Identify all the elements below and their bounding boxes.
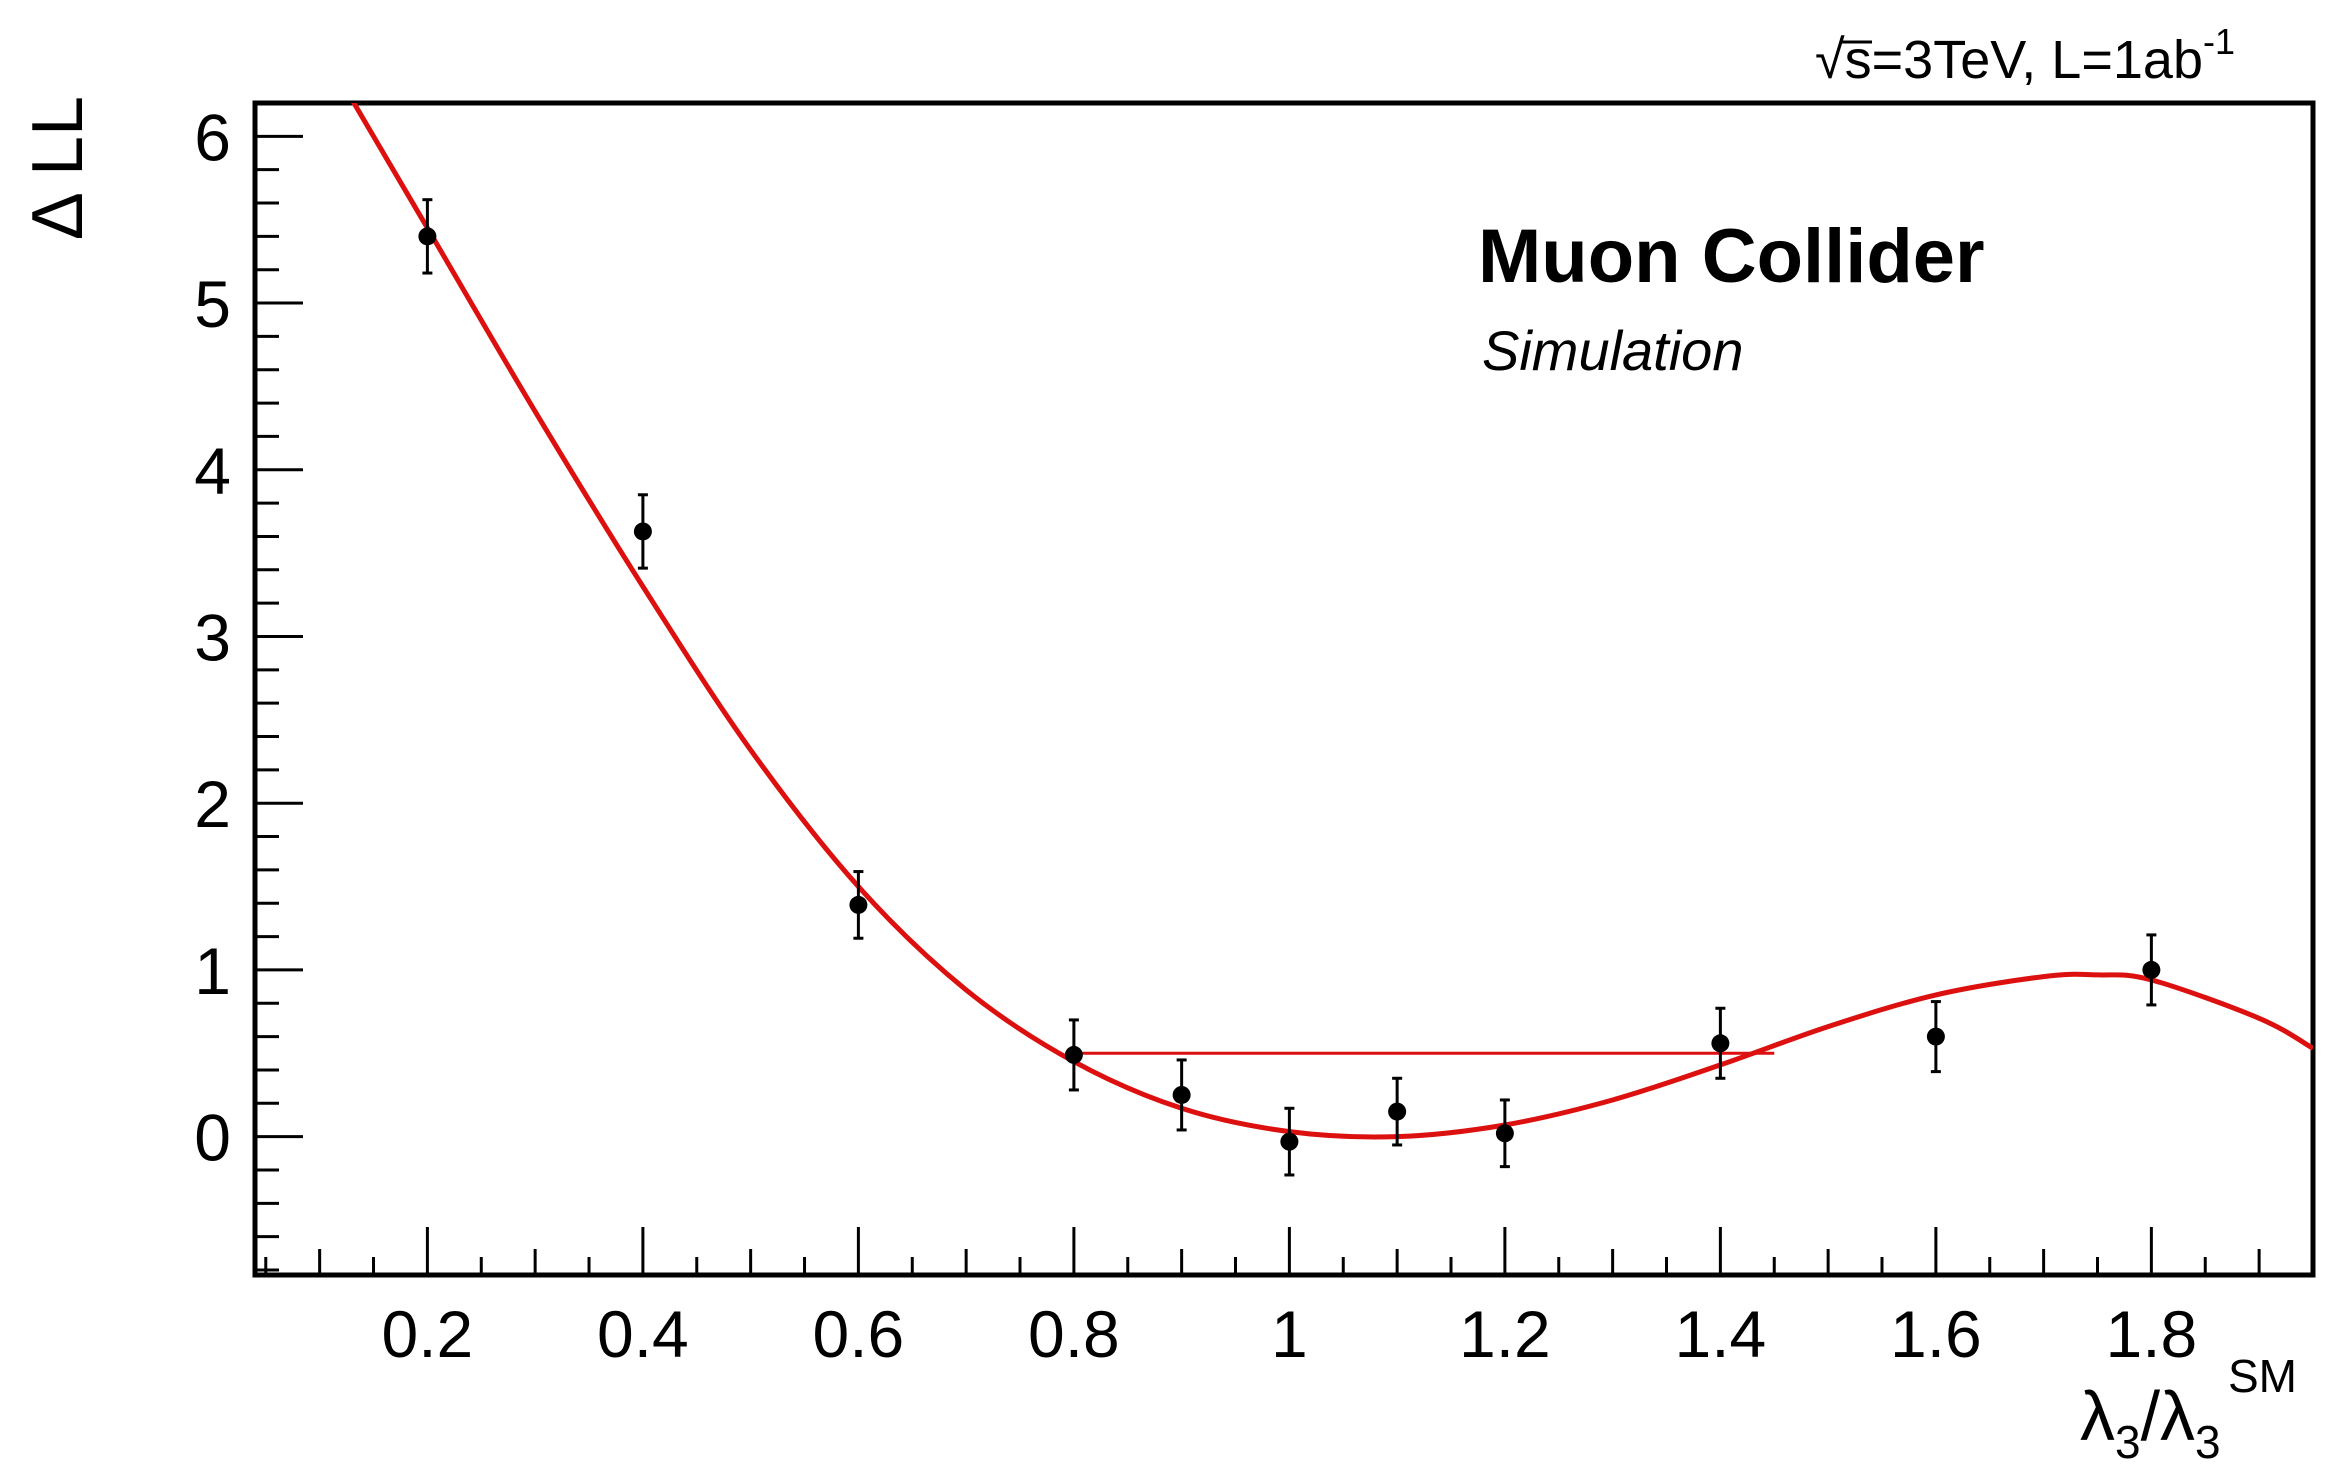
x-tick-label: 0.6: [813, 1297, 905, 1371]
x-axis-symbol-1: λ: [2080, 1377, 2115, 1455]
data-point: [1172, 1085, 1191, 1104]
x-axis-superscript: SM: [2228, 1350, 2297, 1402]
curve-layer: [351, 103, 2313, 1140]
annotation-title: Muon Collider: [1478, 214, 1985, 299]
data-point: [849, 895, 868, 914]
x-axis-symbol-2: λ: [2160, 1377, 2195, 1455]
x-tick-label: 1.6: [1890, 1297, 1982, 1371]
fit-curve: [351, 103, 2313, 1140]
y-tick-label: 3: [194, 600, 231, 674]
frame-layer: [252, 100, 2316, 1278]
points-layer: [418, 198, 2161, 1177]
header-energy-label: √s=3TeV, L=1ab-1: [1815, 21, 2235, 90]
y-tick-label: 1: [194, 934, 231, 1008]
x-tick-label: 1.2: [1459, 1297, 1551, 1371]
x-tick-label: 1: [1271, 1297, 1308, 1371]
sqrt-symbol: √: [1815, 30, 1845, 90]
ticks-layer: [255, 101, 2315, 1275]
y-tick-label: 0: [194, 1101, 231, 1175]
data-point: [2142, 960, 2161, 979]
x-tick-label: 0.2: [382, 1297, 474, 1371]
data-point: [418, 227, 437, 246]
header-lumi-exponent: -1: [2203, 21, 2235, 62]
y-axis-title: Δ LL: [18, 96, 98, 240]
annotation-subtitle: Simulation: [1482, 319, 1743, 382]
y-tick-label: 2: [194, 767, 231, 841]
header-energy-text: s=3TeV, L=1ab: [1845, 30, 2203, 90]
y-tick-label: 5: [194, 267, 231, 341]
x-tick-label: 0.8: [1028, 1297, 1120, 1371]
data-point: [633, 522, 652, 541]
x-axis-title: λ3/λ3: [2080, 1377, 2221, 1468]
x-axis-subscript-2: 3: [2195, 1416, 2221, 1468]
data-point: [1064, 1045, 1083, 1064]
data-point: [1926, 1027, 1945, 1046]
data-point: [1280, 1132, 1299, 1151]
data-point: [1495, 1124, 1514, 1143]
y-tick-label: 4: [194, 434, 231, 508]
x-tick-label: 0.4: [597, 1297, 689, 1371]
y-tick-label: 6: [194, 100, 231, 174]
x-tick-label: 1.4: [1675, 1297, 1767, 1371]
data-point: [1711, 1034, 1730, 1053]
tick-labels-layer: 0.2 0.4 0.6 0.8 1 1.2 1.4 1.6 1.8 0 1 2 3 4 5 6: [194, 100, 2197, 1371]
x-axis-separator: /: [2141, 1377, 2161, 1455]
x-tick-label: 1.8: [2106, 1297, 2198, 1371]
x-axis-subscript-1: 3: [2115, 1416, 2141, 1468]
data-point: [1388, 1102, 1407, 1121]
plot-frame: [252, 100, 2316, 1278]
